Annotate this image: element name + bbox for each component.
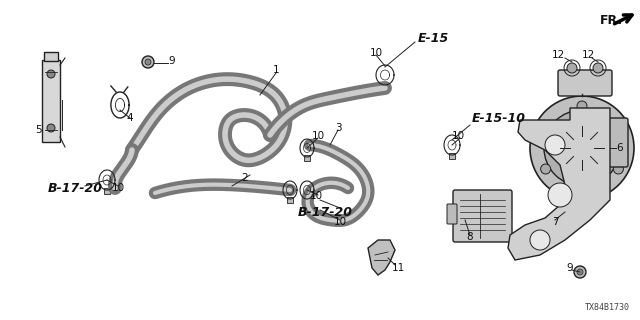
Text: 5: 5 <box>35 125 42 135</box>
FancyBboxPatch shape <box>558 70 612 96</box>
Text: FR.: FR. <box>600 13 623 27</box>
Circle shape <box>145 59 151 65</box>
Text: 3: 3 <box>335 123 341 133</box>
Text: 10: 10 <box>333 217 347 227</box>
Text: E-15-10: E-15-10 <box>472 111 526 124</box>
Circle shape <box>593 63 603 73</box>
Text: 10: 10 <box>312 131 324 141</box>
FancyBboxPatch shape <box>44 52 58 61</box>
Text: B-17-20: B-17-20 <box>298 206 353 220</box>
Text: 12: 12 <box>581 50 595 60</box>
Text: 11: 11 <box>392 263 404 273</box>
Text: 9: 9 <box>566 263 573 273</box>
Circle shape <box>47 70 55 78</box>
Text: 10: 10 <box>451 131 465 141</box>
FancyBboxPatch shape <box>304 197 310 203</box>
Circle shape <box>567 63 577 73</box>
Polygon shape <box>368 240 395 275</box>
Circle shape <box>572 138 592 158</box>
Circle shape <box>560 126 604 170</box>
Text: 9: 9 <box>169 56 175 66</box>
Circle shape <box>574 266 586 278</box>
FancyBboxPatch shape <box>449 153 455 159</box>
Circle shape <box>577 269 583 275</box>
FancyBboxPatch shape <box>609 118 628 167</box>
Circle shape <box>530 230 550 250</box>
Text: B-17-20: B-17-20 <box>48 181 103 195</box>
Text: 8: 8 <box>467 232 474 242</box>
FancyBboxPatch shape <box>382 83 388 89</box>
Circle shape <box>613 164 623 174</box>
Circle shape <box>545 135 565 155</box>
Circle shape <box>530 96 634 200</box>
Text: 4: 4 <box>127 113 133 123</box>
Text: E-15: E-15 <box>418 31 449 44</box>
Text: 6: 6 <box>617 143 623 153</box>
FancyBboxPatch shape <box>304 155 310 161</box>
Circle shape <box>548 183 572 207</box>
FancyBboxPatch shape <box>104 188 110 194</box>
FancyBboxPatch shape <box>453 190 512 242</box>
Circle shape <box>544 110 620 186</box>
Circle shape <box>47 124 55 132</box>
Circle shape <box>577 101 587 111</box>
Circle shape <box>541 164 550 174</box>
FancyBboxPatch shape <box>42 60 60 142</box>
Text: 10: 10 <box>309 191 323 201</box>
Text: TX84B1730: TX84B1730 <box>585 303 630 312</box>
Text: 12: 12 <box>552 50 564 60</box>
Circle shape <box>142 56 154 68</box>
Text: 1: 1 <box>273 65 279 75</box>
FancyBboxPatch shape <box>287 197 293 203</box>
Polygon shape <box>508 108 610 260</box>
Text: 10: 10 <box>369 48 383 58</box>
Text: 2: 2 <box>242 173 248 183</box>
Text: 7: 7 <box>552 217 558 227</box>
Text: 10: 10 <box>111 183 125 193</box>
FancyBboxPatch shape <box>447 204 457 224</box>
